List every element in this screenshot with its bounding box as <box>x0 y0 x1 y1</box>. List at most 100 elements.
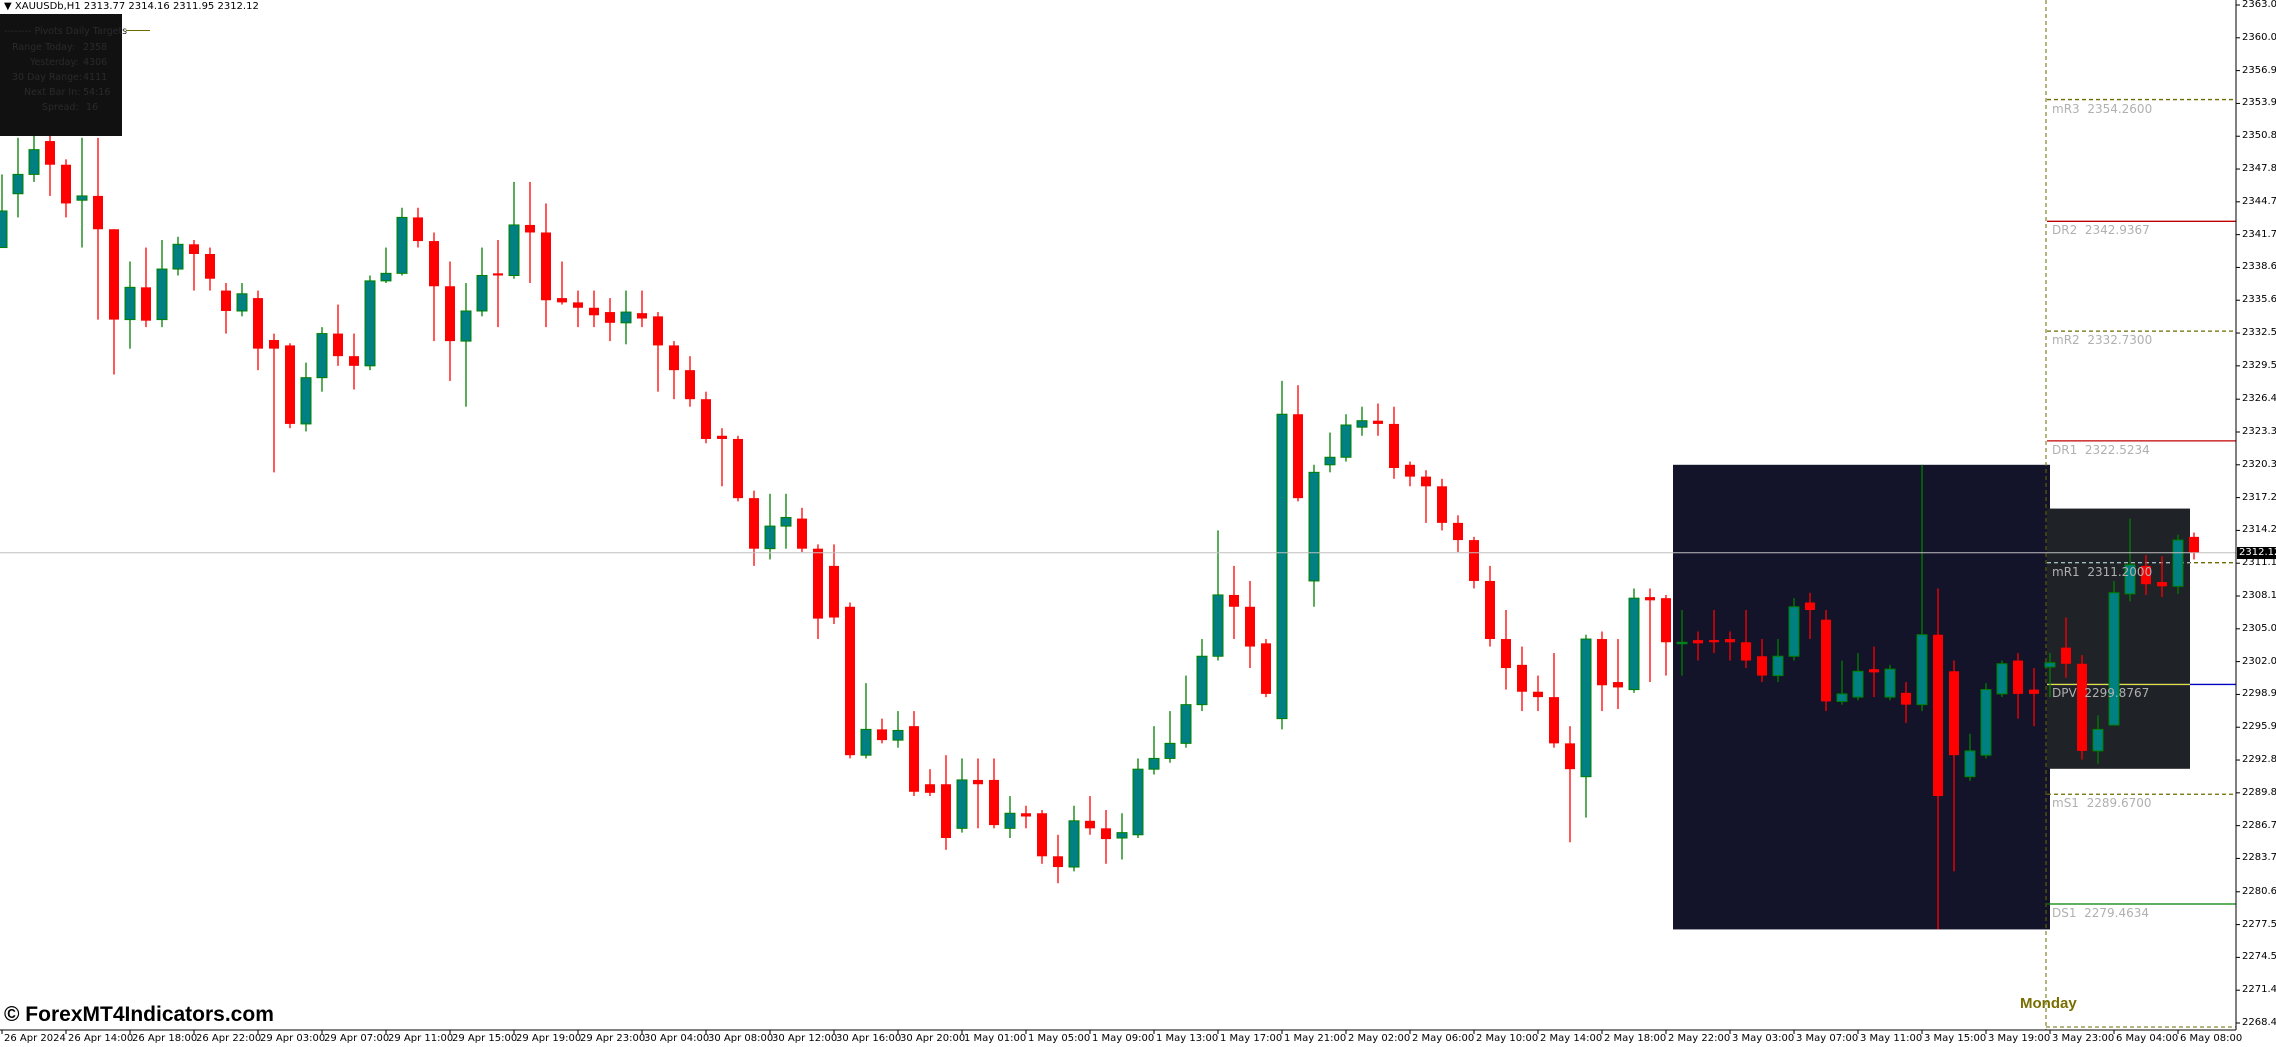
info-yesterday-value: 4306 <box>83 57 108 68</box>
candle <box>1933 588 1943 930</box>
candle <box>205 247 215 291</box>
candle <box>269 333 279 473</box>
time-tick-label: 6 May 04:00 <box>2116 1033 2179 1044</box>
candle-body <box>413 217 423 242</box>
candle-body <box>1741 642 1751 661</box>
candle-body <box>1421 476 1431 487</box>
candle-body <box>1085 820 1095 829</box>
candle <box>285 343 295 429</box>
pivot-value: 2299.8767 <box>2084 686 2150 701</box>
pivot-value: 2342.9367 <box>2084 223 2150 238</box>
pivot-label-dr2: DR2 2342.9367 <box>2052 223 2150 237</box>
candle-body <box>12 173 24 195</box>
candle <box>1693 631 1703 661</box>
candle <box>1949 660 1959 872</box>
candle-body <box>1116 832 1128 839</box>
candle <box>973 758 983 829</box>
candle <box>109 229 119 375</box>
candle <box>1085 796 1095 835</box>
candle-body <box>445 286 455 342</box>
candle-body <box>1901 692 1911 705</box>
price-tick-label: 2335.60 <box>2242 294 2276 306</box>
time-tick-label: 26 Apr 22:00 <box>196 1033 262 1044</box>
price-tick-label: 2323.35 <box>2242 425 2276 437</box>
candle <box>45 130 55 196</box>
candle <box>1709 609 1719 654</box>
candle <box>460 283 472 407</box>
time-tick-label: 3 May 23:00 <box>2052 1033 2115 1044</box>
candle-body <box>860 728 872 756</box>
candle-body <box>349 356 359 366</box>
candle-body <box>189 244 199 254</box>
candle <box>637 290 647 328</box>
candle-body <box>813 548 823 619</box>
price-tick-label: 2347.80 <box>2242 163 2276 175</box>
price-tick-label: 2326.40 <box>2242 393 2276 405</box>
candle <box>76 137 88 248</box>
candle <box>1821 609 1831 712</box>
candle <box>1037 810 1047 864</box>
candle-body <box>1565 743 1575 770</box>
time-tick-label: 3 May 15:00 <box>1924 1033 1987 1044</box>
candle-body <box>1389 423 1399 469</box>
candle-body <box>2029 689 2039 694</box>
price-tick-label: 2292.85 <box>2242 754 2276 766</box>
candle <box>1565 726 1575 843</box>
price-tick-label: 2295.90 <box>2242 721 2276 733</box>
candle <box>749 490 759 566</box>
candle <box>892 711 904 748</box>
candle-body <box>1628 597 1640 691</box>
candle <box>1485 565 1495 647</box>
candle <box>1741 609 1751 669</box>
pivot-label-dpv: DPV 2299.8767 <box>2052 686 2149 700</box>
candle <box>508 181 520 279</box>
candles <box>0 130 2236 930</box>
candle-body <box>2092 728 2104 752</box>
time-tick-label: 3 May 03:00 <box>1732 1033 1795 1044</box>
pivot-name: DPV <box>2052 686 2077 701</box>
time-tick-label: 2 May 18:00 <box>1604 1033 1667 1044</box>
candle-body <box>1549 697 1559 744</box>
candle-body <box>236 293 248 312</box>
candle <box>877 718 887 744</box>
candle <box>1836 660 1848 705</box>
candle-body <box>93 195 103 230</box>
candle <box>1597 631 1607 712</box>
candle <box>1245 580 1255 669</box>
candle <box>12 137 24 218</box>
candle-body <box>508 224 520 276</box>
candle <box>925 769 935 797</box>
candle-body <box>669 345 679 371</box>
time-tick-label: 1 May 21:00 <box>1284 1033 1347 1044</box>
candle <box>1132 758 1144 839</box>
candle-body <box>1821 619 1831 702</box>
candle <box>1980 683 1992 759</box>
candle-body <box>1324 456 1336 466</box>
candle <box>349 333 359 390</box>
price-tick-label: 2280.60 <box>2242 885 2276 897</box>
candle-body <box>1212 594 1224 657</box>
time-tick-label: 2 May 02:00 <box>1348 1033 1411 1044</box>
watermark-logo: © ForexMT4Indicators.com <box>4 1003 274 1026</box>
collapse-triangle-icon[interactable]: ▼ <box>4 1 12 12</box>
candle-body <box>2108 592 2120 726</box>
info-panel-title: -------- Pivots Daily Targets <box>4 26 128 37</box>
symbol-label: XAUUSDb,H1 <box>14 1 81 12</box>
candle <box>396 207 408 276</box>
candle-body <box>269 340 279 349</box>
candle-body <box>845 606 855 756</box>
info-title-dash <box>126 30 150 31</box>
candle <box>989 758 999 829</box>
candle-body <box>1276 413 1288 720</box>
candle-body <box>733 438 743 499</box>
candle <box>93 137 103 320</box>
candle <box>1053 834 1063 884</box>
candle <box>316 327 328 392</box>
candle <box>364 275 376 371</box>
candle-body <box>1293 414 1303 499</box>
time-tick-label: 3 May 19:00 <box>1988 1033 2051 1044</box>
price-tick-label: 2283.70 <box>2242 852 2276 864</box>
pivot-name: DR1 <box>2052 442 2078 457</box>
time-tick-label: 2 May 14:00 <box>1540 1033 1603 1044</box>
